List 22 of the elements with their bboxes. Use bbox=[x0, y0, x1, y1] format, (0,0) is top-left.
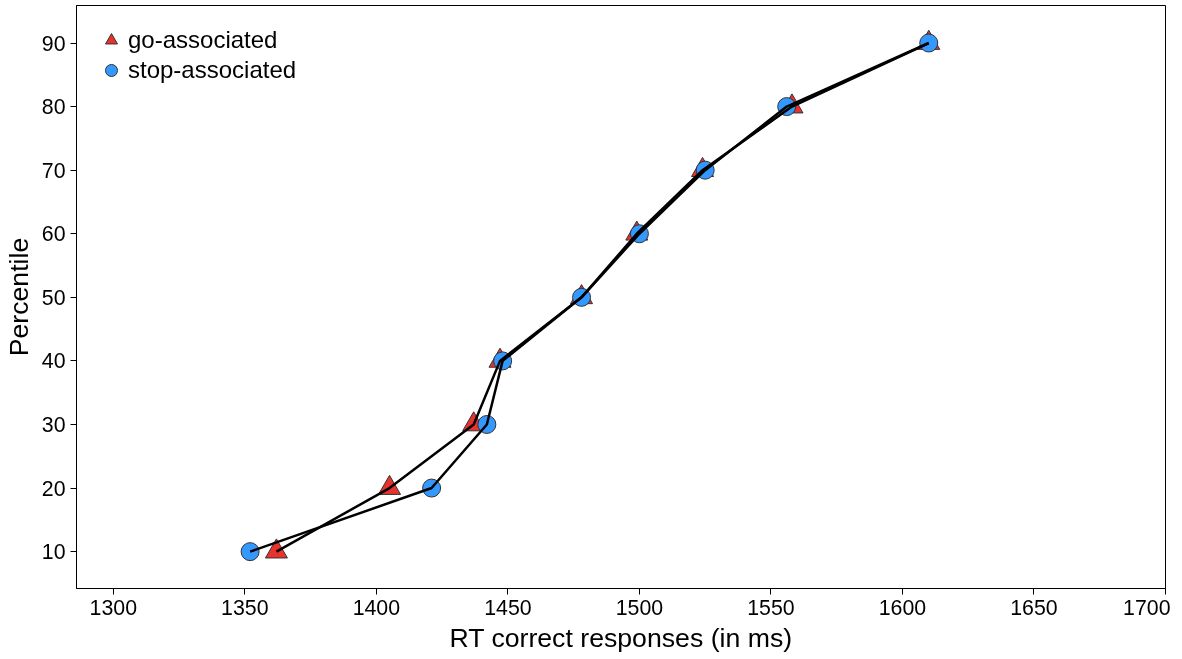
legend-label: stop-associated bbox=[128, 56, 297, 84]
x-tick-label: 1300 bbox=[89, 595, 138, 620]
legend-label: go-associated bbox=[128, 26, 278, 54]
x-tick-label: 1500 bbox=[615, 595, 664, 620]
y-tick-label: 30 bbox=[41, 412, 66, 437]
y-tick-label: 20 bbox=[41, 476, 66, 501]
y-tick-label: 80 bbox=[41, 95, 66, 120]
y-tick-label: 60 bbox=[41, 222, 66, 247]
y-tick-label: 90 bbox=[41, 31, 66, 56]
x-axis-title: RT correct responses (in ms) bbox=[449, 622, 793, 653]
y-tick-label: 50 bbox=[41, 285, 66, 310]
y-tick-label: 70 bbox=[41, 158, 66, 183]
x-tick-label: 1550 bbox=[747, 595, 795, 620]
x-tick-label: 1700 bbox=[1123, 595, 1171, 620]
x-tick-label: 1650 bbox=[1010, 595, 1058, 620]
y-tick-label: 10 bbox=[41, 540, 66, 565]
x-tick-label: 1450 bbox=[484, 595, 532, 620]
x-tick-label: 1350 bbox=[221, 595, 269, 620]
x-tick-label: 1600 bbox=[878, 595, 927, 620]
y-axis-title: Percentile bbox=[3, 237, 34, 357]
y-tick-label: 40 bbox=[41, 349, 66, 374]
x-tick-label: 1400 bbox=[352, 595, 401, 620]
